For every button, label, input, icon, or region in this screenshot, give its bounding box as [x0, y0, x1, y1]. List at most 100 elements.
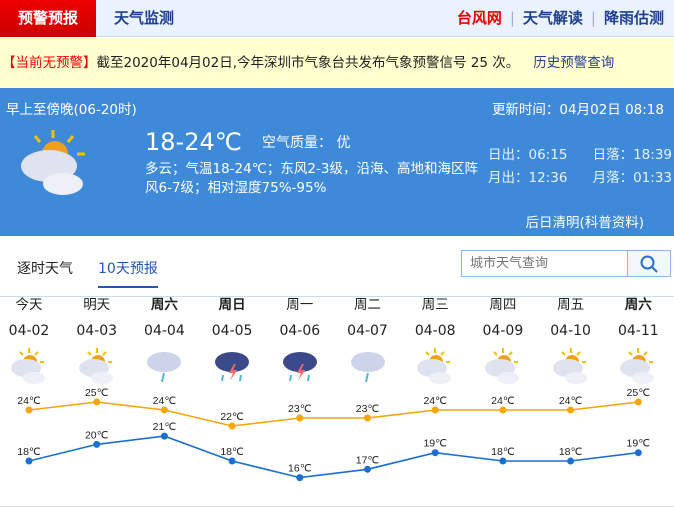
low-temp-point: [228, 457, 236, 465]
weather-description: 多云；气温18-24℃；东风2-3级，沿海、高地和海区阵风6-7级；相对湿度75…: [145, 161, 478, 196]
warning-status: 【当前无预警】: [2, 55, 97, 71]
science-note-link[interactable]: 后日清明(科普资料): [525, 215, 644, 231]
high-temp-label: 24℃: [423, 395, 447, 407]
forecast-date: 04-09: [482, 323, 524, 339]
high-temp-label: 24℃: [559, 395, 583, 407]
high-temp-point: [296, 414, 304, 422]
forecast-date: 04-05: [211, 323, 253, 339]
warning-notice: 【当前无预警】截至2020年04月02日,今年深圳市气象台共发布气象预警信号 2…: [0, 38, 674, 88]
top-nav: 预警预报 天气监测 台风网 | 天气解读 | 降雨估测: [0, 0, 674, 37]
light-rain-icon: [147, 352, 182, 383]
high-temp-line: [28, 401, 639, 427]
forecast-day: 周五: [557, 297, 585, 313]
forecast-day: 周日: [218, 297, 246, 313]
forecast-date: 04-10: [550, 323, 591, 339]
update-time: 更新时间：04月02日 08:18: [491, 102, 664, 118]
high-temp-label: 22℃: [220, 411, 244, 423]
history-warning-link[interactable]: 历史预警查询: [533, 55, 615, 71]
current-weather-panel: 早上至傍晚(06-20时) 更新时间：04月02日 08:18 18-24℃ 空…: [0, 88, 674, 236]
low-temp-point: [93, 440, 101, 448]
high-temp-point: [634, 398, 642, 406]
high-temp-point: [567, 406, 575, 414]
high-temp-point: [25, 406, 33, 414]
forecast-tabs: 逐时天气 10天预报: [0, 240, 674, 297]
low-temp-point: [634, 449, 642, 457]
high-temp-label: 24℃: [153, 395, 177, 407]
forecast-date: 04-11: [617, 323, 659, 339]
forecast-period: 早上至傍晚(06-20时): [6, 102, 137, 118]
tab-hourly[interactable]: 逐时天气: [17, 261, 73, 277]
low-temp-label: 20℃: [85, 429, 109, 441]
moonset: 月落：01:33: [592, 170, 672, 186]
low-temp-label: 17℃: [356, 454, 380, 466]
high-temp-point: [499, 406, 507, 414]
low-temp-point: [25, 457, 33, 465]
partly-cloudy-icon: [552, 348, 587, 384]
temperature-chart: 24℃ 25℃ 24℃ 22℃ 23℃ 23℃ 24℃ 24℃ 24℃ 25℃ 18℃ 20℃ 21℃ 1…: [17, 387, 651, 482]
high-temp-point: [228, 422, 236, 430]
low-temp-point: [567, 457, 575, 465]
low-temp-label: 16℃: [288, 463, 312, 475]
sunrise: 日出：06:15: [488, 147, 568, 163]
low-temp-point: [160, 432, 168, 440]
partly-cloudy-icon: [417, 348, 452, 384]
forecast-date: 04-07: [347, 323, 388, 339]
tab-weather-monitor[interactable]: 天气监测: [114, 9, 175, 27]
partly-cloudy-icon: [78, 348, 113, 384]
partly-cloudy-icon: [484, 348, 519, 384]
divider: |: [590, 9, 596, 27]
forecast-day: 周六: [150, 297, 178, 313]
search-button[interactable]: [627, 251, 670, 276]
high-temp-point: [160, 406, 168, 414]
partly-cloudy-icon: [21, 130, 85, 195]
divider: |: [509, 9, 515, 27]
forecast-day: 周三: [421, 297, 449, 313]
city-search: [461, 250, 671, 277]
forecast-date: 04-04: [144, 323, 185, 339]
partly-cloudy-icon: [11, 348, 45, 384]
high-temp-label: 24℃: [17, 395, 41, 407]
high-temp-label: 25℃: [85, 387, 109, 399]
low-temp-point: [431, 449, 439, 457]
low-temp-line: [28, 435, 639, 479]
tab-warning-forecast[interactable]: 预警预报: [0, 0, 96, 37]
high-temp-label: 25℃: [627, 387, 651, 399]
high-temp-point: [364, 414, 371, 422]
divider: [0, 506, 674, 507]
light-rain-icon: [350, 352, 385, 383]
low-temp-label: 18℃: [220, 446, 244, 458]
forecast-day: 周四: [489, 297, 517, 313]
tab-10-day[interactable]: 10天预报: [98, 258, 158, 288]
city-search-input[interactable]: [462, 251, 627, 276]
forecast-day: 今天: [15, 297, 43, 313]
low-temp-point: [364, 465, 371, 473]
low-temp-point: [499, 457, 507, 465]
low-temp-label: 19℃: [627, 438, 651, 450]
temperature-range: 18-24℃: [145, 128, 242, 156]
forecast-day: 明天: [83, 297, 111, 313]
high-temp-point: [93, 398, 101, 406]
high-temp-label: 24℃: [491, 395, 515, 407]
high-temp-label: 23℃: [288, 403, 312, 415]
forecast-date: 04-08: [414, 323, 456, 339]
low-temp-label: 18℃: [17, 446, 41, 458]
forecast-day: 周一: [286, 297, 314, 313]
link-weather-analysis[interactable]: 天气解读: [522, 9, 583, 27]
thunderstorm-icon: [215, 352, 250, 382]
low-temp-label: 21℃: [153, 421, 177, 433]
sunset: 日落：18:39: [592, 147, 672, 163]
low-temp-label: 18℃: [559, 446, 583, 458]
sun-moon-times: 日出：06:15 日落：18:39 月出：12:36 月落：01:33: [488, 144, 672, 190]
forecast-date: 04-03: [76, 323, 118, 339]
link-rain-estimate[interactable]: 降雨估测: [603, 9, 664, 27]
low-temp-label: 18℃: [491, 446, 515, 458]
low-temp-label: 19℃: [423, 438, 447, 450]
link-typhoon[interactable]: 台风网: [456, 9, 502, 27]
warning-text: 截至2020年04月02日,今年深圳市气象台共发布气象预警信号 25 次。: [96, 55, 520, 71]
air-quality: 空气质量： 优: [262, 135, 351, 151]
thunderstorm-icon: [282, 352, 317, 382]
moonrise: 月出：12:36: [488, 170, 568, 186]
partly-cloudy-icon: [620, 348, 655, 384]
low-temp-point: [296, 474, 304, 482]
forecast-day: 周二: [354, 297, 381, 313]
